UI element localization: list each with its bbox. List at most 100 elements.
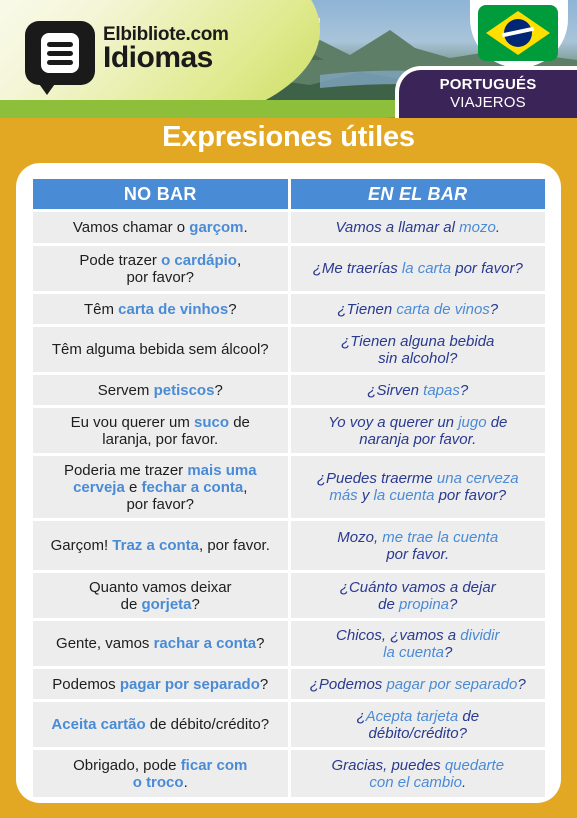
portuguese-phrase: Gente, vamos rachar a conta? <box>33 621 288 666</box>
phrase-text: por favor? <box>126 268 195 286</box>
phrase-text: Pode trazer <box>79 251 162 269</box>
portuguese-phrase: Podemos pagar por separado? <box>33 669 288 699</box>
highlighted-term: la carta <box>401 260 452 277</box>
highlighted-term: jugo <box>458 413 487 431</box>
phrase-text: ¿Sirven <box>367 381 424 399</box>
phrase-text: ¿Podemos <box>309 675 387 693</box>
phrase-text: ? <box>517 675 526 693</box>
phrase-text: ? <box>449 595 458 613</box>
table-row: Gente, vamos rachar a conta? Chicos, ¿vam… <box>33 621 545 666</box>
phrase-text: por favor? <box>451 260 523 277</box>
spanish-phrase: Yo voy a querer un jugo de naranja por fa… <box>290 408 545 453</box>
phrase-text: ¿Tienen alguna bebida <box>341 332 495 350</box>
phrase-text: débito/crédito? <box>368 724 467 742</box>
topic-label: VIAJEROS <box>450 94 526 111</box>
phrase-text: Yo voy a querer un <box>328 413 459 431</box>
highlighted-term: la cuenta <box>373 487 435 504</box>
phrase-text: y <box>357 487 374 504</box>
table-row: Podemos pagar por separado? ¿Podemos paga… <box>33 669 545 699</box>
phrase-text: ? <box>489 300 499 318</box>
phrase-text: Mozo, <box>337 528 383 546</box>
phrase-text: Vamos chamar o <box>72 219 190 236</box>
spanish-phrase: ¿Me traerías la carta por favor? <box>290 246 545 291</box>
portuguese-phrase: Têm alguma bebida sem álcool? <box>33 327 288 372</box>
portuguese-phrase: Pode trazer o cardápio, por favor? <box>33 246 288 291</box>
highlighted-term: una cerveza <box>436 470 519 487</box>
spanish-phrase: ¿Puedes traerme una cerveza más y la cuen… <box>290 456 545 518</box>
book-icon <box>41 33 79 73</box>
spanish-phrase: ¿Tienen carta de vinos? <box>290 294 545 324</box>
phrase-text: ? <box>444 643 453 661</box>
portuguese-phrase: Vamos chamar o garçom. <box>33 212 288 243</box>
brand-product: Idiomas <box>103 41 213 74</box>
highlighted-term: carta de vinos <box>396 300 490 318</box>
highlighted-term: la cuenta <box>383 643 445 661</box>
phrase-text: de débito/crédito? <box>145 716 270 733</box>
highlighted-term: mozo <box>459 219 496 236</box>
table-row: Pode trazer o cardápio, por favor? ¿Me tra… <box>33 246 545 291</box>
highlighted-term: mais uma <box>187 461 257 479</box>
phrase-text: . <box>495 219 500 236</box>
highlighted-term: tapas <box>423 381 460 399</box>
phrase-text: por favor? <box>126 495 195 513</box>
phrase-text: de <box>120 595 142 613</box>
phrase-text: por favor? <box>434 487 507 504</box>
table-row: Eu vou querer um suco de laranja, por fav… <box>33 408 545 453</box>
portuguese-phrase: Quanto vamos deixar de gorjeta? <box>33 573 288 618</box>
phrase-text: laranja, por favor. <box>102 430 219 448</box>
highlighted-term: cerveja <box>73 478 125 496</box>
language-label: PORTUGUÉS <box>439 76 537 93</box>
spanish-phrase: Mozo, me trae la cuenta por favor. <box>290 521 545 570</box>
phrase-text: de <box>486 413 508 431</box>
phrase-text: Obrigado, pode <box>73 756 181 774</box>
phrase-text: . <box>461 773 467 791</box>
phrase-text: , <box>236 251 242 269</box>
spanish-phrase: ¿Sirven tapas? <box>290 375 545 405</box>
phrase-text: Quanto vamos deixar <box>88 578 232 596</box>
highlighted-term: ficar com <box>180 756 248 774</box>
highlighted-term: Aceita cartão <box>51 716 146 733</box>
table-row: Aceita cartão de débito/crédito? ¿Acepta … <box>33 702 545 747</box>
phrase-text: Garçom! <box>50 537 113 554</box>
table-row: Poderia me trazer mais uma cerveja e fech… <box>33 456 545 518</box>
page-title: Expresiones útiles <box>162 121 415 153</box>
highlighted-term: más <box>329 487 358 504</box>
spanish-phrase: ¿Podemos pagar por separado? <box>290 669 545 699</box>
highlighted-term: o cardápio <box>161 251 237 269</box>
portuguese-phrase: Servem petiscos? <box>33 375 288 405</box>
spanish-phrase: Vamos a llamar al mozo. <box>290 212 545 243</box>
phrase-text: Poderia me trazer <box>63 461 188 479</box>
highlighted-term: carta de vinhos <box>118 300 229 318</box>
highlighted-term: Acepta tarjeta <box>365 707 459 725</box>
phrase-text: ? <box>259 675 269 693</box>
highlighted-term: me trae la cuenta <box>382 528 499 546</box>
table-row: Têm alguma bebida sem álcool? ¿Tienen alg… <box>33 327 545 372</box>
highlighted-term: con el cambio <box>369 773 462 791</box>
brazil-flag-icon <box>478 5 558 61</box>
portuguese-phrase: Poderia me trazer mais uma cerveja e fech… <box>33 456 288 518</box>
phrase-text: , <box>243 478 248 496</box>
spanish-phrase: Gracias, puedes quedarte con el cambio. <box>290 750 545 797</box>
phrase-text: . <box>243 219 248 236</box>
phrase-text: Têm <box>83 300 119 318</box>
column-header-portuguese: NO BAR <box>33 179 288 209</box>
table-row: Servem petiscos? ¿Sirven tapas? <box>33 375 545 405</box>
phrase-text: . <box>183 773 188 791</box>
spanish-phrase: ¿Tienen alguna bebida sin alcohol? <box>290 327 545 372</box>
table-row: Obrigado, pode ficar com o troco. Gracias,… <box>33 750 545 797</box>
phrase-text: Têm alguma bebida sem álcool? <box>51 341 269 358</box>
table-row: Quanto vamos deixar de gorjeta? ¿Cuánto va… <box>33 573 545 618</box>
phrase-text: ? <box>256 635 265 652</box>
phrase-text: ¿Cuánto vamos a dejar <box>339 578 496 596</box>
highlighted-term: suco <box>194 413 230 431</box>
portuguese-phrase: Aceita cartão de débito/crédito? <box>33 702 288 747</box>
language-badge: PORTUGUÉS VIAJEROS <box>395 66 577 118</box>
phrase-text: de <box>378 595 399 613</box>
highlighted-term: dividir <box>460 626 500 644</box>
phrase-text: ¿Tienen <box>337 300 397 318</box>
phrase-text: por favor. <box>386 545 450 563</box>
table-body: Vamos chamar o garçom. Vamos a llamar al … <box>33 212 545 797</box>
phrase-text: Gente, vamos <box>56 635 154 652</box>
logo-icon <box>25 21 95 95</box>
phrase-text: ? <box>459 381 469 399</box>
